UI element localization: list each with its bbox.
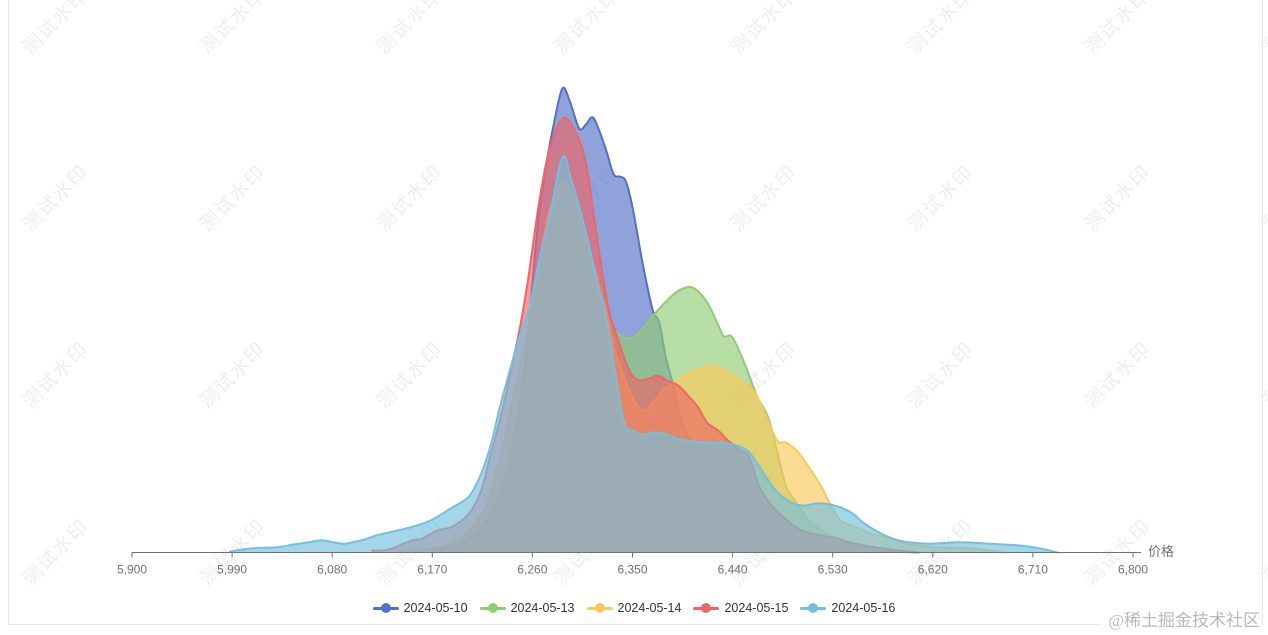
legend-label: 2024-05-10 — [403, 601, 468, 615]
axis-tick-label: 6,080 — [317, 563, 347, 577]
axis-tick-label: 6,530 — [818, 563, 848, 577]
legend-line-dot-icon — [800, 602, 827, 614]
series-line-2024-05-16[interactable] — [228, 155, 1059, 554]
credit-badge: @稀土掘金技术社区 — [1101, 604, 1261, 633]
axis-tick-label: 6,260 — [517, 563, 547, 577]
legend-item-2024-05-14[interactable]: 2024-05-14 — [586, 599, 682, 617]
legend-label: 2024-05-14 — [617, 601, 682, 615]
axis-tick-label: 6,170 — [417, 563, 447, 577]
legend-item-2024-05-16[interactable]: 2024-05-16 — [800, 599, 895, 617]
axis-tick-label: 6,440 — [718, 563, 748, 577]
axis-tick-label: 6,350 — [617, 563, 647, 577]
axis-tick-label: 6,800 — [1118, 563, 1148, 577]
axis-tick-label: 5,900 — [117, 563, 147, 577]
legend-line-dot-icon — [372, 602, 399, 614]
series-area-2024-05-16[interactable] — [229, 156, 1058, 553]
legend-item-2024-05-15[interactable]: 2024-05-15 — [693, 599, 788, 617]
legend-line-dot-icon — [479, 602, 506, 614]
legend-label: 2024-05-15 — [724, 601, 789, 615]
axis-tick-label: 6,710 — [1018, 563, 1048, 577]
x-axis-name: 价格 — [1148, 544, 1175, 559]
axis-tick-label: 5,990 — [217, 563, 247, 577]
legend-line-dot-icon — [693, 602, 720, 614]
legend-item-2024-05-10[interactable]: 2024-05-10 — [372, 599, 468, 617]
legend-label: 2024-05-16 — [831, 601, 896, 615]
legend-item-2024-05-13[interactable]: 2024-05-13 — [479, 599, 575, 617]
legend-line-dot-icon — [586, 602, 613, 614]
legend-label: 2024-05-13 — [510, 601, 575, 615]
legend: 2024-05-10 2024-05-13 2024-05-14 2024-05-15… — [0, 599, 1268, 617]
axis-tick-label: 6,620 — [918, 563, 948, 577]
